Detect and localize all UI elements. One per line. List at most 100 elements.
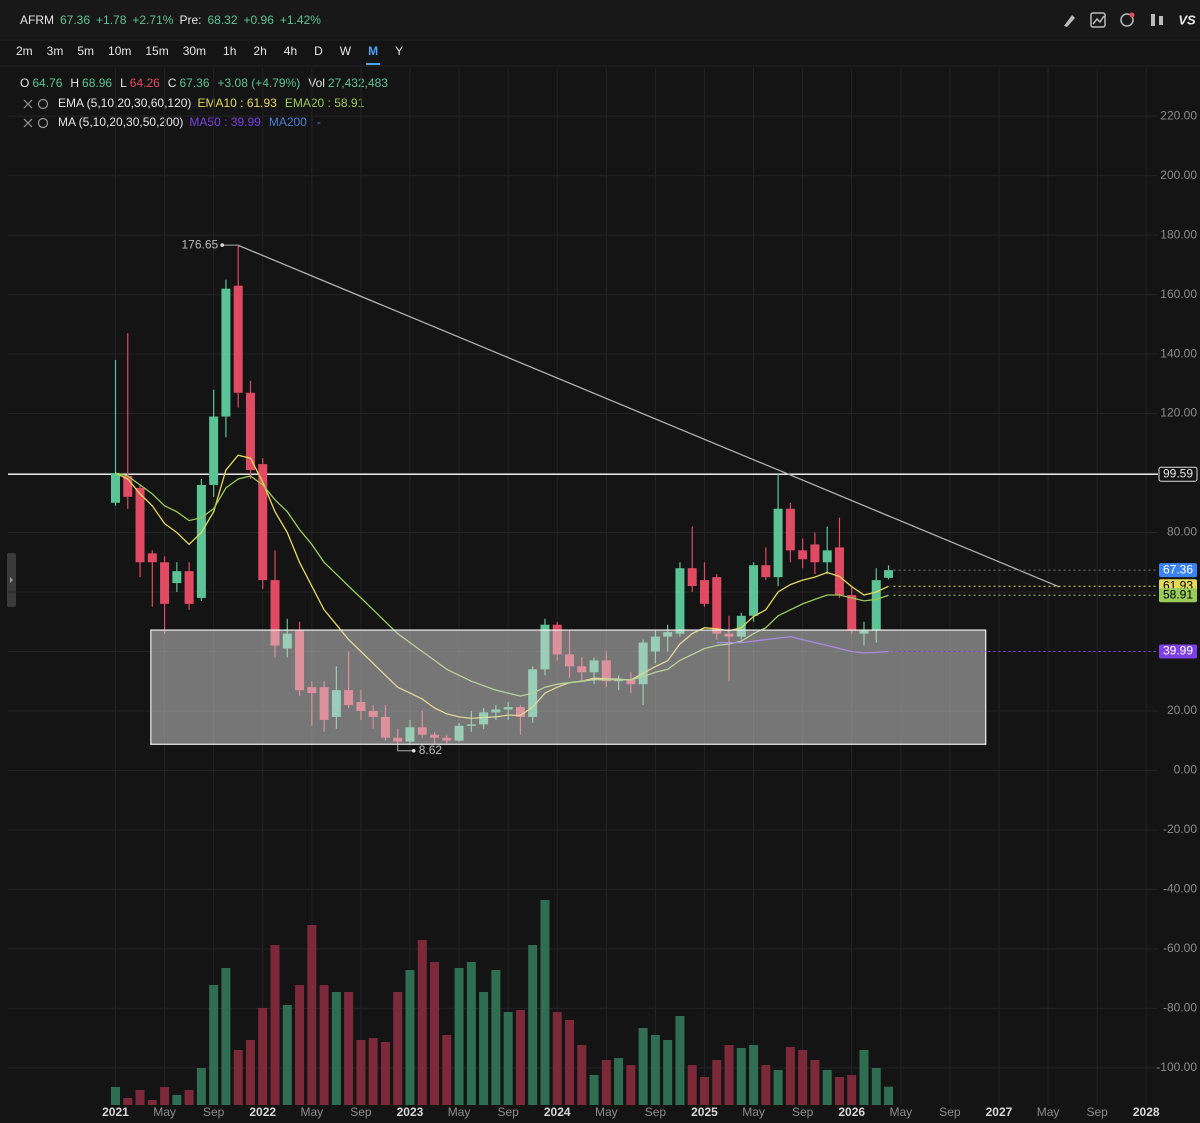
- ohlc-value: 64.26: [130, 76, 160, 90]
- volume-bar: [515, 1010, 525, 1105]
- volume-bar: [221, 968, 231, 1105]
- timeframe-tab[interactable]: 10m: [108, 44, 131, 58]
- volume-bar: [528, 945, 538, 1105]
- candle-body: [258, 464, 268, 581]
- volume-bar: [196, 1068, 206, 1105]
- low-label: 8.62: [419, 743, 443, 757]
- price-tag-label: 99.59: [1163, 466, 1193, 480]
- timeframe-tab[interactable]: 30m: [183, 44, 206, 58]
- x-tick-label: May: [1037, 1105, 1060, 1119]
- volume-bar: [344, 992, 354, 1105]
- ohlc-value: 27,432,483: [328, 76, 388, 90]
- change-pct: +2.71%: [132, 13, 173, 27]
- candle-body: [834, 547, 844, 595]
- timeframe-tab[interactable]: Y: [395, 44, 403, 58]
- volume-bar: [724, 1045, 734, 1105]
- candle-body: [810, 544, 820, 563]
- price-zone[interactable]: [150, 629, 987, 745]
- timeframe-tab[interactable]: 2h: [253, 44, 266, 58]
- timeframe-tab[interactable]: 1h: [223, 44, 236, 58]
- volume-bar: [160, 1087, 170, 1105]
- volume-bar: [331, 992, 341, 1105]
- candle-icon[interactable]: [1151, 14, 1155, 26]
- compare-button[interactable]: VS: [1178, 12, 1196, 27]
- timeframe-tab[interactable]: 3m: [47, 44, 64, 58]
- timeframe-tab[interactable]: 5m: [77, 44, 94, 58]
- y-tick-label: 20.00: [1167, 703, 1197, 717]
- volume-bar: [356, 1040, 366, 1105]
- indicator-icon[interactable]: [1090, 12, 1106, 28]
- candle-body: [110, 473, 120, 503]
- visibility-icon[interactable]: [37, 98, 49, 110]
- volume-bar: [871, 1068, 881, 1105]
- timeframe-tab[interactable]: W: [340, 44, 352, 58]
- volume-bar: [417, 940, 427, 1105]
- low-marker: [411, 749, 416, 753]
- last-price: 67.36: [60, 13, 90, 27]
- volume-bar: [368, 1038, 378, 1105]
- timeframe-tab[interactable]: 4h: [284, 44, 297, 58]
- volume-bar: [184, 1090, 194, 1105]
- trendline: [237, 244, 1060, 588]
- indicator-value: 39.99: [231, 115, 261, 129]
- timeframe-tab[interactable]: M: [368, 44, 378, 58]
- y-tick-label: 140.00: [1160, 346, 1197, 360]
- volume-bar: [295, 985, 305, 1105]
- candle-icon: [1159, 16, 1163, 25]
- volume-bar: [663, 1040, 673, 1105]
- candle-body: [184, 571, 194, 604]
- alert-icon[interactable]: [1120, 13, 1134, 27]
- volume-bar: [601, 1060, 611, 1105]
- volume-bar: [626, 1065, 636, 1105]
- y-tick-label: 160.00: [1160, 287, 1197, 301]
- low-marker-line: [397, 744, 414, 752]
- remove-icon[interactable]: [23, 99, 33, 109]
- volume-bar: [503, 1012, 513, 1105]
- volume-bar: [749, 1045, 759, 1105]
- indicator-value: MA50: [189, 115, 221, 129]
- x-tick-label: 2023: [397, 1105, 424, 1119]
- remove-icon[interactable]: [23, 118, 33, 128]
- candle-body: [160, 562, 170, 604]
- visibility-icon[interactable]: [37, 117, 49, 129]
- volume-bar: [638, 1028, 648, 1105]
- y-tick-label: 80.00: [1167, 525, 1197, 539]
- timeframe-tab[interactable]: 15m: [145, 44, 168, 58]
- symbol: AFRM: [20, 13, 54, 27]
- price-tag-label: 58.91: [1163, 587, 1193, 601]
- volume-bar: [675, 1016, 685, 1105]
- candle-body: [785, 508, 795, 551]
- timeframe-tab[interactable]: D: [314, 44, 323, 58]
- indicator-title: MA (5,10,20,30,50,200): [58, 115, 183, 129]
- x-tick-label: May: [153, 1105, 176, 1119]
- x-tick-label: 2027: [986, 1105, 1013, 1119]
- alert-dot: [1129, 12, 1135, 18]
- timeframe-tab[interactable]: 2m: [16, 44, 33, 58]
- x-tick-label: Sep: [497, 1105, 519, 1119]
- volume-bar: [687, 1065, 697, 1105]
- ohlc-label: L: [120, 76, 127, 90]
- draw-icon[interactable]: [1064, 15, 1075, 27]
- volume-bar: [233, 1050, 243, 1105]
- volume-bar: [270, 945, 280, 1105]
- candle-body: [847, 594, 857, 631]
- x-tick-label: May: [448, 1105, 471, 1119]
- volume-bar: [430, 962, 440, 1105]
- candle-body: [245, 392, 255, 471]
- volume-bar: [552, 1012, 562, 1105]
- pre-label: Pre:: [179, 13, 201, 27]
- x-tick-label: 2026: [838, 1105, 865, 1119]
- x-tick-label: 2022: [249, 1105, 276, 1119]
- pre-change-pct: +1.42%: [280, 13, 321, 27]
- volume-bar: [110, 1087, 120, 1105]
- ohlc-value: 67.36: [179, 76, 209, 90]
- candle-body: [233, 285, 243, 393]
- ohlc-value: +3.08 (+4.79%): [218, 76, 301, 90]
- candle-body: [773, 508, 783, 578]
- ohlc-label: Vol: [308, 76, 325, 90]
- volume-bar: [172, 1095, 182, 1105]
- top-bar: [0, 0, 1200, 40]
- volume-bar: [773, 1070, 783, 1105]
- volume-bar: [282, 1005, 292, 1105]
- x-tick-label: May: [595, 1105, 618, 1119]
